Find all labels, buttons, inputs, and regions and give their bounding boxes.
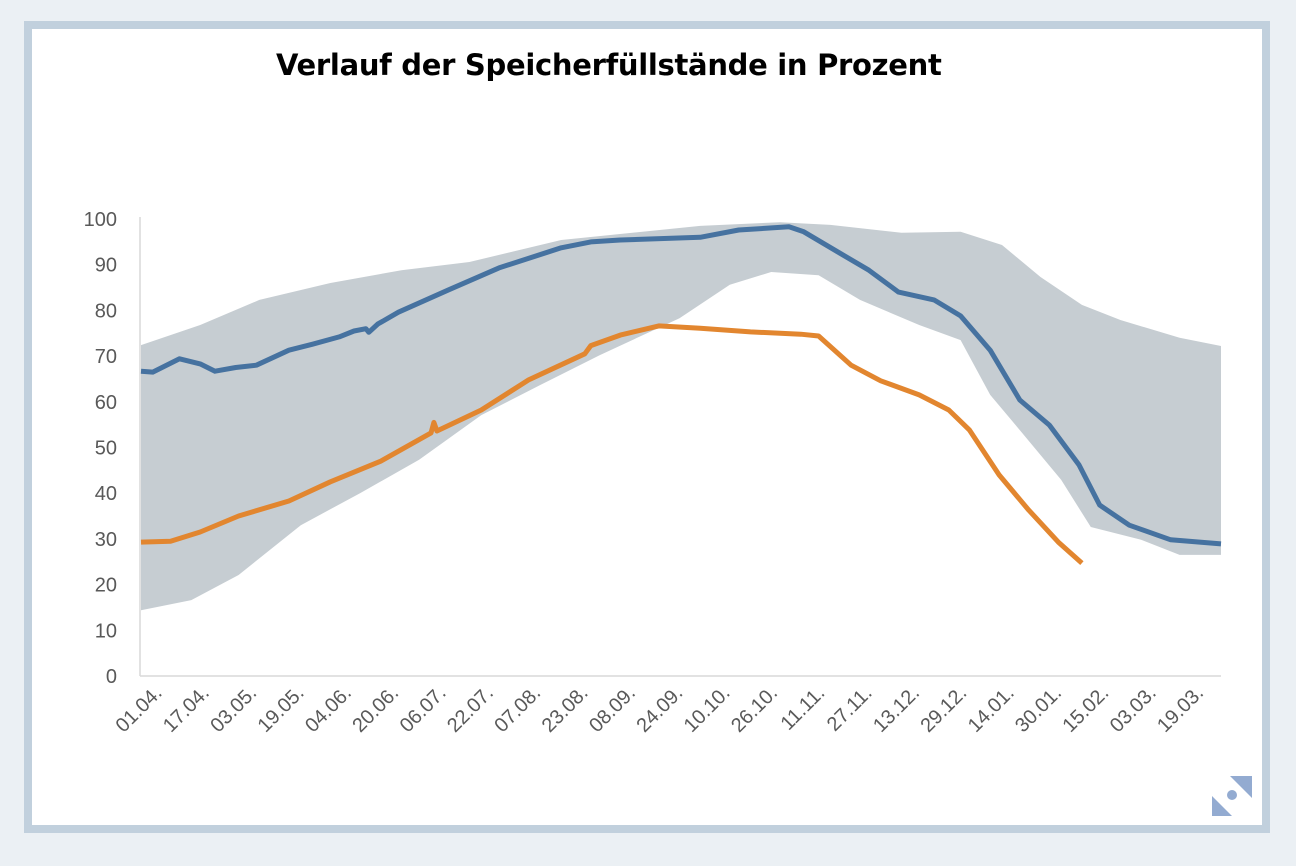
range-band	[141, 222, 1221, 611]
x-tick-label: 03.03.	[1106, 682, 1161, 737]
series-line-blau	[140, 224, 1222, 547]
x-tick-label: 03.05.	[206, 682, 261, 737]
chart-title: Verlauf der Speicherfüllstände in Prozen…	[276, 48, 942, 82]
x-tick-label: 24.09.	[632, 682, 687, 737]
x-tick-label: 22.07.	[443, 682, 498, 737]
x-tick-label: 30.01.	[1011, 682, 1066, 737]
x-tick-label: 06.07.	[396, 682, 451, 737]
y-tick-label: 70	[95, 346, 117, 368]
x-tick-label: 15.02.	[1058, 682, 1113, 737]
corner-logo-icon	[1212, 776, 1252, 816]
y-axis-ticks: 0 10 20 30 40 50 60 70 80 90 100	[84, 209, 117, 688]
x-axis-ticks: 01.04.17.04.03.05.19.05.04.06.20.06.06.0…	[112, 682, 1208, 737]
y-tick-label: 10	[95, 620, 117, 642]
series-line-orange	[140, 323, 1084, 565]
y-tick-label: 50	[95, 438, 117, 460]
x-tick-label: 20.06.	[348, 682, 403, 737]
x-tick-label: 29.12.	[916, 682, 971, 737]
axes-layer	[139, 217, 1221, 677]
y-tick-label: 90	[95, 255, 117, 277]
y-tick-label: 30	[95, 529, 117, 551]
x-tick-label: 13.12.	[869, 682, 924, 737]
y-tick-label: 0	[106, 666, 117, 688]
x-tick-label: 07.08.	[490, 682, 545, 737]
band-layer	[141, 222, 1221, 611]
x-tick-label: 23.08.	[538, 682, 593, 737]
x-tick-label: 10.10.	[680, 682, 735, 737]
series-layer	[140, 224, 1222, 565]
y-tick-label: 80	[95, 300, 117, 322]
x-tick-label: 14.01.	[964, 682, 1019, 737]
y-tick-label: 60	[95, 392, 117, 414]
x-tick-label: 17.04.	[159, 682, 214, 737]
x-tick-label: 26.10.	[727, 682, 782, 737]
y-tick-label: 100	[84, 209, 117, 231]
x-tick-label: 19.05.	[254, 682, 309, 737]
x-tick-label: 04.06.	[301, 682, 356, 737]
y-tick-label: 20	[95, 575, 117, 597]
x-tick-label: 19.03.	[1153, 682, 1208, 737]
x-tick-label: 08.09.	[585, 682, 640, 737]
x-tick-label: 11.11.	[777, 682, 830, 735]
x-tick-label: 01.04.	[112, 682, 167, 737]
y-tick-label: 40	[95, 483, 117, 505]
x-tick-label: 27.11.	[823, 682, 877, 736]
